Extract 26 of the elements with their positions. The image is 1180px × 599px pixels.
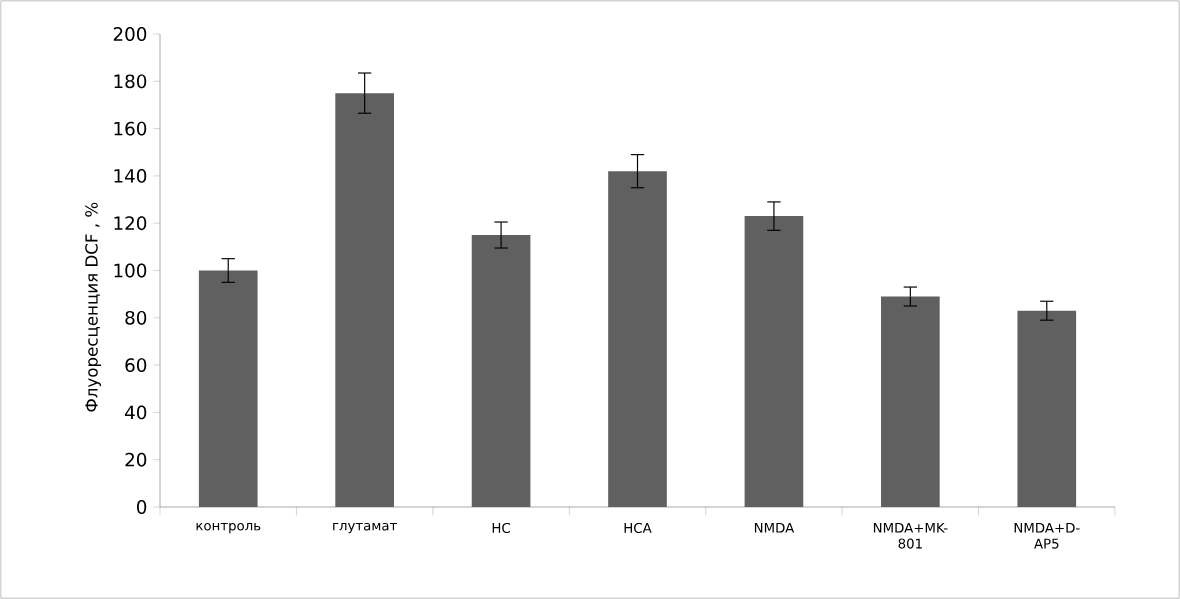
x-tick-label: глутамат: [333, 522, 397, 534]
y-tick-label: 120: [114, 216, 147, 231]
y-tick-label: 0: [136, 500, 147, 514]
x-tick-label: HC: [492, 522, 511, 533]
y-tick-label: 40: [125, 405, 147, 420]
y-tick-label: 100: [114, 263, 147, 278]
x-tick-label: контроль: [196, 522, 261, 534]
y-tick-label: 160: [114, 121, 147, 136]
bar: [881, 296, 940, 507]
y-tick-label: 140: [114, 168, 147, 183]
x-tick-label: NMDA: [754, 522, 795, 533]
x-tick-label: NMDA+D-AP5: [1014, 522, 1080, 549]
bar: [335, 93, 394, 507]
x-tick-label: NMDA+MK-801: [873, 522, 948, 549]
y-tick-label: 20: [125, 452, 147, 467]
bar: [198, 270, 258, 507]
bar: [608, 171, 667, 507]
y-axis-title: Флуоресценция DCF , %: [85, 202, 102, 412]
bar: [744, 216, 804, 507]
y-tick-label: 80: [125, 310, 147, 325]
y-tick-label: 200: [113, 27, 147, 41]
bar: [1017, 310, 1077, 507]
x-tick-label: HCA: [624, 522, 652, 533]
y-tick-label: 60: [125, 358, 147, 373]
y-tick-label: 180: [114, 74, 147, 89]
bar: [471, 235, 531, 507]
